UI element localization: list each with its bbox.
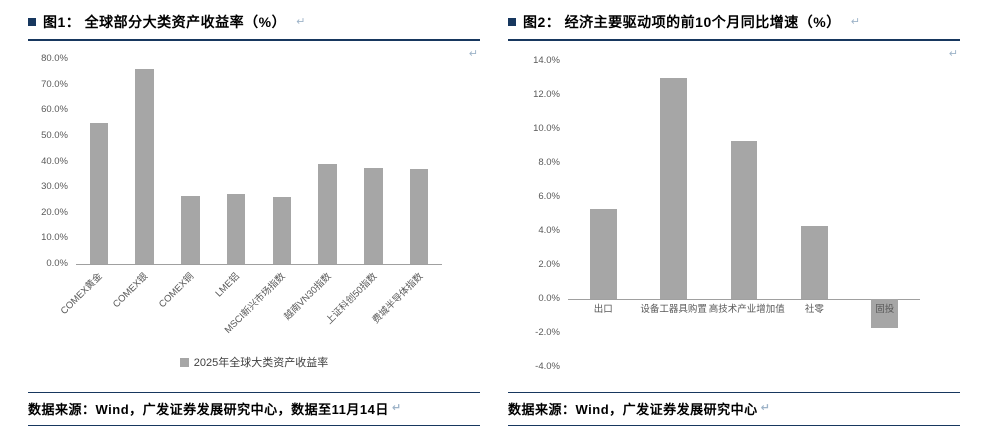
chart-bar bbox=[409, 169, 429, 264]
figure1-title-row: 图1： 全球部分大类资产收益率（%） ↵ bbox=[28, 12, 480, 41]
chart-bar bbox=[660, 78, 687, 299]
figure2-title: 图2： 经济主要驱动项的前10个月同比增速（%） bbox=[523, 14, 841, 30]
chart-bar bbox=[801, 225, 828, 299]
chart-bar bbox=[589, 208, 617, 299]
chart-bar bbox=[318, 164, 337, 264]
y-axis-tick-label: 20.0% bbox=[41, 206, 68, 218]
chart-bar bbox=[89, 123, 109, 264]
figure2-source-text: 数据来源：Wind，广发证券发展研究中心 bbox=[508, 402, 758, 417]
y-axis-tick-label: 6.0% bbox=[538, 191, 560, 202]
y-axis-tick-label: 0.0% bbox=[46, 258, 68, 269]
chart-bar bbox=[181, 196, 200, 264]
paragraph-mark-icon: ↵ bbox=[760, 402, 771, 414]
x-axis-category-label: 高技术产业增加值 bbox=[708, 304, 785, 315]
y-axis-tick-label: 4.0% bbox=[538, 225, 560, 236]
x-axis-category-label: COMEX铜 bbox=[157, 271, 197, 311]
x-axis-line bbox=[568, 299, 920, 300]
y-axis-tick-label: 2.0% bbox=[538, 259, 560, 270]
figure1-chart-area: ↵ 0.0% 10.0% 20.0% 30.0% 40.0% 50.0% 60.0% 70.0… bbox=[28, 41, 480, 346]
y-axis-tick-label: 14.0% bbox=[533, 55, 560, 66]
y-axis-tick-label: 40.0% bbox=[41, 155, 68, 167]
paragraph-mark-icon: ↵ bbox=[391, 402, 402, 414]
figure1-title: 图1： 全球部分大类资产收益率（%） bbox=[43, 14, 287, 30]
figure1-legend-label: 2025年全球大类资产收益率 bbox=[193, 357, 329, 369]
y-axis-tick-label: 12.0% bbox=[533, 89, 560, 100]
figure2-panel: 图2： 经济主要驱动项的前10个月同比增速（%） ↵ ↵ -4.0% -2.0% 0… bbox=[508, 12, 960, 426]
x-axis-category-label: 设备工器具购置 bbox=[640, 304, 707, 315]
figure2-title-row: 图2： 经济主要驱动项的前10个月同比增速（%） ↵ bbox=[508, 12, 960, 41]
figure1-panel: 图1： 全球部分大类资产收益率（%） ↵ ↵ 0.0% 10.0% 20.0% 30.… bbox=[28, 12, 480, 426]
x-axis-category-label: 出口 bbox=[593, 304, 613, 315]
y-axis-tick-label: 10.0% bbox=[533, 123, 560, 134]
figure1-source-text: 数据来源：Wind，广发证券发展研究中心，数据至11月14日 bbox=[28, 402, 389, 417]
chart-bar bbox=[871, 299, 899, 328]
figure1-source-row: 数据来源：Wind，广发证券发展研究中心，数据至11月14日 ↵ bbox=[28, 392, 480, 426]
x-axis-category-label: LME铝 bbox=[213, 271, 242, 300]
y-axis-tick-label: 70.0% bbox=[41, 78, 68, 90]
y-axis-tick-label: 0.0% bbox=[538, 293, 560, 304]
y-axis-tick-label: 8.0% bbox=[538, 157, 560, 168]
x-axis-category-label: COMEX银 bbox=[111, 271, 151, 311]
chart-bar bbox=[730, 140, 758, 299]
x-axis-category-label: COMEX黄金 bbox=[58, 271, 105, 317]
y-axis-tick-label: -4.0% bbox=[535, 361, 560, 372]
paragraph-mark-icon: ↵ bbox=[850, 15, 860, 28]
legend-swatch-icon bbox=[179, 357, 189, 367]
y-axis-tick-label: 10.0% bbox=[41, 232, 68, 244]
paragraph-mark-icon: ↵ bbox=[468, 48, 478, 60]
x-axis-category-label: 固投 bbox=[875, 304, 895, 315]
x-axis-line bbox=[76, 264, 442, 265]
chart-bar bbox=[135, 69, 154, 264]
x-axis-category-label: 社零 bbox=[804, 304, 824, 315]
figure1-bar-chart: 0.0% 10.0% 20.0% 30.0% 40.0% 50.0% 60.0% 70.0% 8… bbox=[30, 53, 442, 346]
figure1-legend: 2025年全球大类资产收益率 bbox=[28, 354, 480, 370]
figure2-bar-chart: -4.0% -2.0% 0.0% 2.0% 4.0% 6.0% 8.0% 10.0% 12.0%… bbox=[522, 55, 920, 372]
chart-bar bbox=[272, 197, 292, 264]
y-axis-tick-label: 50.0% bbox=[41, 129, 68, 141]
title-bullet-icon bbox=[508, 18, 516, 26]
x-axis-category-label: 越南VN30指数 bbox=[281, 271, 334, 323]
y-axis-tick-label: 80.0% bbox=[41, 53, 68, 64]
y-axis-tick-label: 30.0% bbox=[41, 181, 68, 193]
y-axis-tick-label: 60.0% bbox=[41, 104, 68, 116]
y-axis-tick-label: -2.0% bbox=[535, 327, 560, 338]
figure2-source-row: 数据来源：Wind，广发证券发展研究中心 ↵ bbox=[508, 392, 960, 426]
title-bullet-icon bbox=[28, 18, 36, 26]
chart-bar bbox=[364, 167, 383, 264]
paragraph-mark-icon: ↵ bbox=[296, 15, 306, 28]
figure2-chart-area: ↵ -4.0% -2.0% 0.0% 2.0% 4.0% 6.0% 8.0% 10.0% 12.… bbox=[508, 41, 960, 373]
paragraph-mark-icon: ↵ bbox=[948, 48, 958, 60]
chart-bar bbox=[226, 193, 246, 264]
report-charts-page: 图1： 全球部分大类资产收益率（%） ↵ ↵ 0.0% 10.0% 20.0% 30.… bbox=[28, 12, 960, 426]
